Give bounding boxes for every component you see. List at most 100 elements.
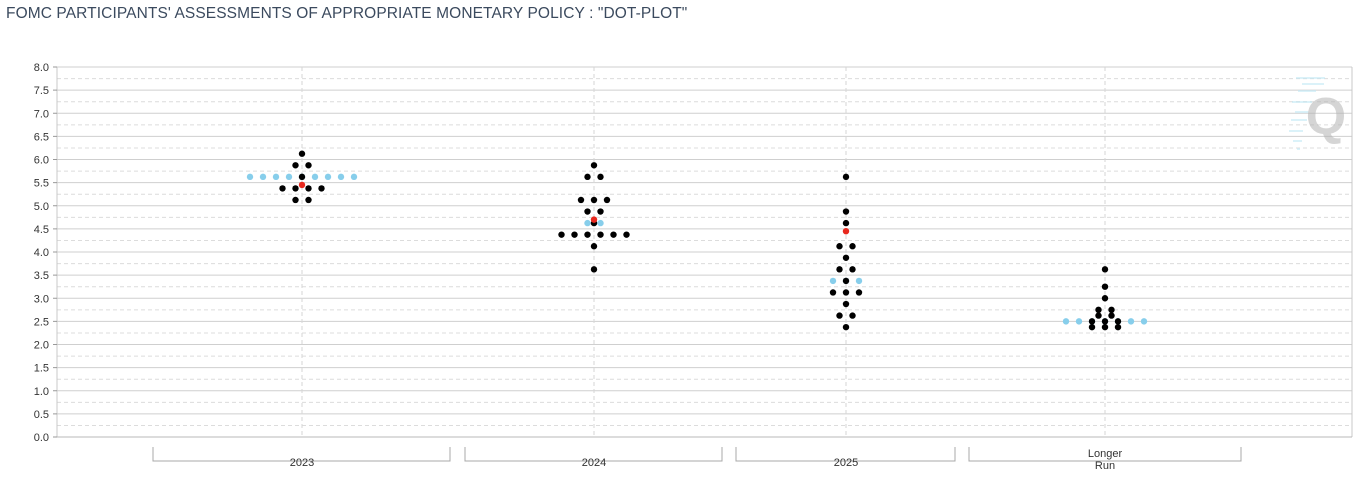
participant-dot: [849, 266, 856, 273]
futures-dot: [1075, 318, 1083, 325]
participant-dot: [603, 196, 611, 204]
participant-dot: [1101, 283, 1109, 290]
y-tick-label: 6.0: [34, 155, 49, 167]
participant-dot: [558, 231, 565, 238]
futures-dots: [246, 173, 1148, 325]
participant-dot: [836, 266, 843, 273]
category-brackets: [152, 447, 1242, 462]
participant-dot: [292, 196, 299, 204]
y-tick-label: 1.5: [34, 363, 49, 375]
participant-dot: [610, 231, 617, 238]
participant-dot: [855, 289, 863, 296]
participant-dot: [1101, 323, 1109, 331]
participant-dot: [318, 185, 325, 192]
participant-dot: [1108, 312, 1115, 319]
y-tick-label: 7.5: [34, 85, 49, 97]
futures-dot: [855, 277, 863, 285]
participant-dot: [305, 185, 312, 192]
participant-dot: [1088, 318, 1096, 325]
y-tick-label: 2.0: [34, 340, 49, 352]
participant-dot: [584, 208, 591, 215]
logo-letter: Q: [1306, 88, 1346, 146]
participant-dot: [305, 196, 312, 204]
median-dot: [590, 216, 598, 223]
participant-dot: [279, 185, 286, 192]
participant-dot: [842, 323, 850, 331]
participant-dot: [590, 243, 598, 250]
participant-dot: [1088, 323, 1096, 331]
participant-dot: [1114, 318, 1122, 325]
participant-dot: [590, 266, 598, 273]
category-bracket: [968, 447, 1242, 462]
participant-dot: [1095, 312, 1102, 319]
futures-dot: [1140, 318, 1148, 325]
futures-dot: [272, 173, 280, 181]
y-tick-label: 6.5: [34, 131, 49, 143]
participant-dot: [597, 173, 604, 181]
median-dots: [298, 181, 850, 235]
futures-dot: [1062, 318, 1070, 325]
participant-dot: [1108, 306, 1115, 314]
participant-dot: [836, 243, 843, 250]
participant-dot: [836, 312, 843, 319]
y-tick-label: 4.5: [34, 224, 49, 236]
participant-dot: [849, 312, 856, 319]
participant-dot: [829, 289, 837, 296]
y-tick-label: 5.5: [34, 178, 49, 190]
participant-dot: [842, 208, 850, 215]
median-dot: [842, 227, 850, 235]
futures-dot: [337, 173, 345, 181]
participant-dots: [279, 150, 1122, 331]
participant-dot: [842, 277, 850, 285]
futures-dot: [285, 173, 293, 181]
category-grid-lines: [301, 67, 1106, 437]
participant-dot: [577, 196, 585, 204]
futures-dot: [597, 219, 604, 227]
category-bracket: [735, 447, 956, 462]
participant-dot: [1095, 306, 1102, 314]
participant-dot: [584, 173, 591, 181]
futures-dot: [829, 277, 837, 285]
x-tick-label: 2023: [290, 457, 314, 469]
futures-dot: [350, 173, 358, 181]
y-tick-label: 0.5: [34, 409, 49, 421]
participant-dot: [1101, 318, 1109, 325]
participant-dot: [842, 173, 850, 181]
participant-dot: [597, 231, 604, 238]
participant-dot: [1114, 323, 1122, 331]
x-tick-label: Longer: [1088, 448, 1123, 460]
y-tick-label: 5.0: [34, 201, 49, 213]
participant-dot: [590, 162, 598, 169]
q-logo-icon: Q: [1289, 77, 1346, 150]
participant-dot: [571, 231, 578, 238]
participant-dot: [584, 231, 591, 238]
participant-dot: [842, 219, 850, 227]
futures-dot: [1127, 318, 1135, 325]
y-axis-ticks: 0.0 0.5 1.0 1.5 2.0 2.5 3.0 3.5 4.0 4.5 5.0 5.5 6.0 6…: [34, 62, 57, 444]
y-tick-label: 0.0: [34, 432, 49, 444]
futures-dot: [259, 173, 267, 181]
chart-title: FOMC PARTICIPANTS' ASSESSMENTS OF APPROP…: [6, 5, 688, 22]
grid-lines: [57, 66, 1352, 438]
participant-dot: [298, 173, 306, 181]
x-tick-label: 2025: [834, 457, 858, 469]
participant-dot: [305, 162, 312, 169]
x-tick-label: Run: [1095, 460, 1115, 472]
participant-dot: [1101, 266, 1109, 273]
y-tick-label: 4.0: [34, 247, 49, 259]
y-tick-label: 2.5: [34, 316, 49, 328]
y-tick-label: 1.0: [34, 386, 49, 398]
participant-dot: [597, 208, 604, 215]
futures-dot: [311, 173, 319, 181]
participant-dot: [849, 243, 856, 250]
category-bracket: [152, 447, 451, 462]
x-tick-label: 2024: [582, 457, 606, 469]
y-tick-label: 7.0: [34, 108, 49, 120]
participant-dot: [842, 300, 850, 308]
futures-dot: [324, 173, 332, 181]
participant-dot: [298, 150, 306, 157]
participant-dot: [842, 289, 850, 296]
futures-dot: [584, 219, 591, 227]
